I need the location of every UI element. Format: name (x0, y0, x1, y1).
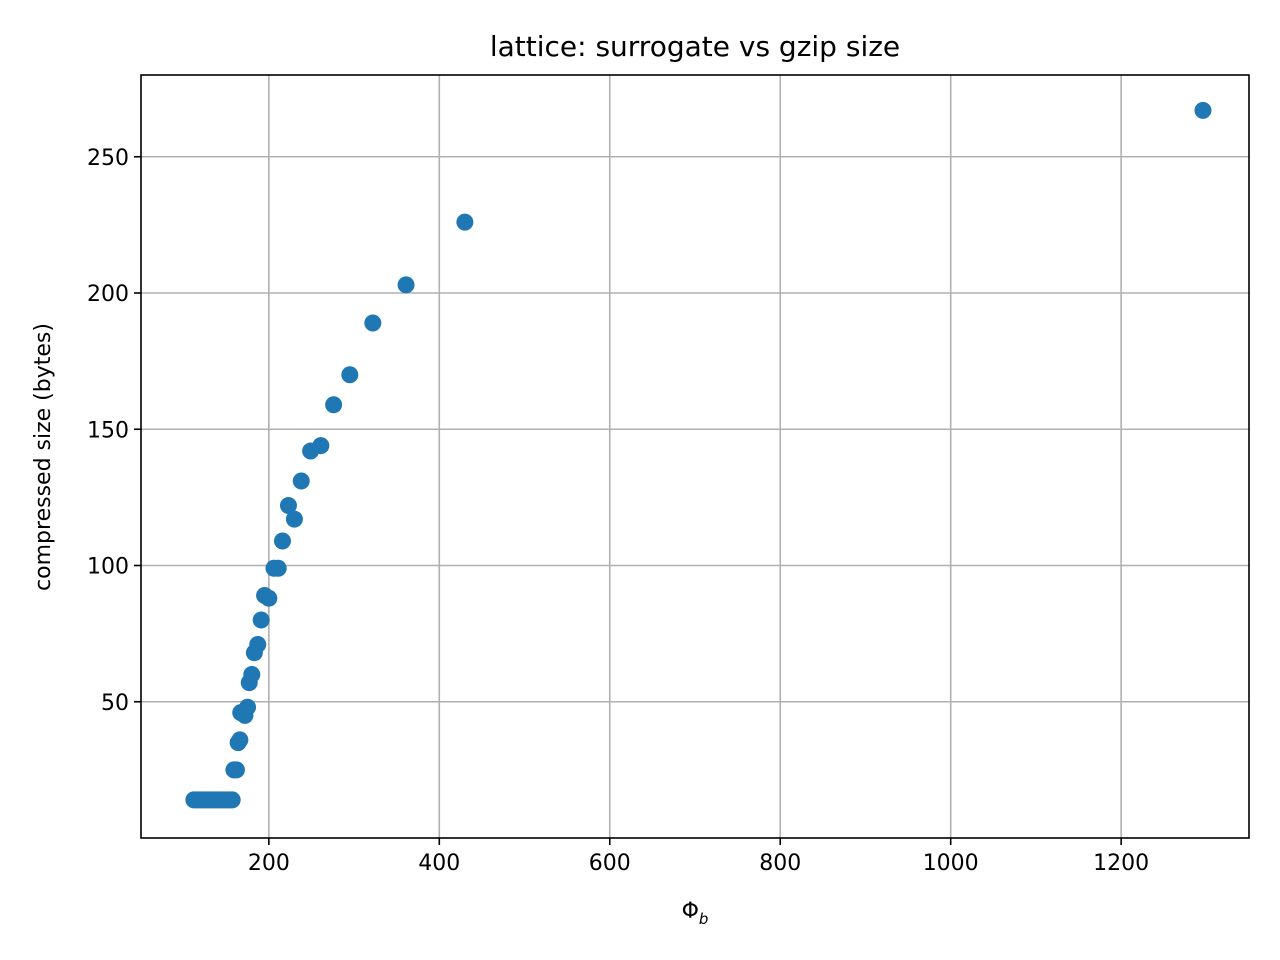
plot-frame (140, 74, 1250, 839)
x-axis-label-main: Φ (682, 899, 699, 924)
data-point (239, 698, 257, 716)
data-point (341, 366, 359, 384)
x-tick-label: 400 (418, 851, 460, 876)
data-point (1194, 101, 1212, 119)
data-point (325, 396, 343, 414)
data-point (231, 731, 249, 749)
data-point (364, 314, 382, 332)
data-point (397, 276, 415, 294)
x-axis-label-subscript: b (699, 910, 709, 928)
x-axis-label: Φb (682, 899, 709, 928)
data-point (456, 213, 474, 231)
data-point (249, 636, 267, 654)
data-point (243, 666, 261, 683)
data-point (292, 472, 310, 490)
x-tick-label: 1200 (1093, 851, 1149, 876)
data-point (252, 611, 270, 629)
data-point (260, 589, 278, 607)
y-tick-label: 250 (87, 146, 129, 171)
y-tick-label: 150 (87, 418, 129, 443)
data-point (285, 510, 303, 528)
x-tick-label: 600 (589, 851, 631, 876)
x-tick-label: 800 (759, 851, 801, 876)
data-point (312, 437, 330, 455)
x-tick-label: 1000 (923, 851, 979, 876)
x-tick-label: 200 (248, 851, 290, 876)
data-point (279, 497, 297, 515)
y-tick-label: 50 (101, 691, 129, 716)
chart-title: lattice: surrogate vs gzip size (490, 30, 900, 63)
data-point (227, 761, 245, 779)
grid-lines (141, 75, 1249, 838)
data-point (269, 559, 287, 577)
data-point (273, 532, 291, 550)
data-point (223, 791, 241, 809)
axis-ticks: 200 400 600 800 1000 1200 50 100 150 200 250 (87, 146, 1149, 876)
y-tick-label: 200 (87, 282, 129, 307)
y-tick-label: 100 (87, 555, 129, 580)
data-points (185, 101, 1212, 809)
y-axis-label: compressed size (bytes) (31, 323, 56, 591)
